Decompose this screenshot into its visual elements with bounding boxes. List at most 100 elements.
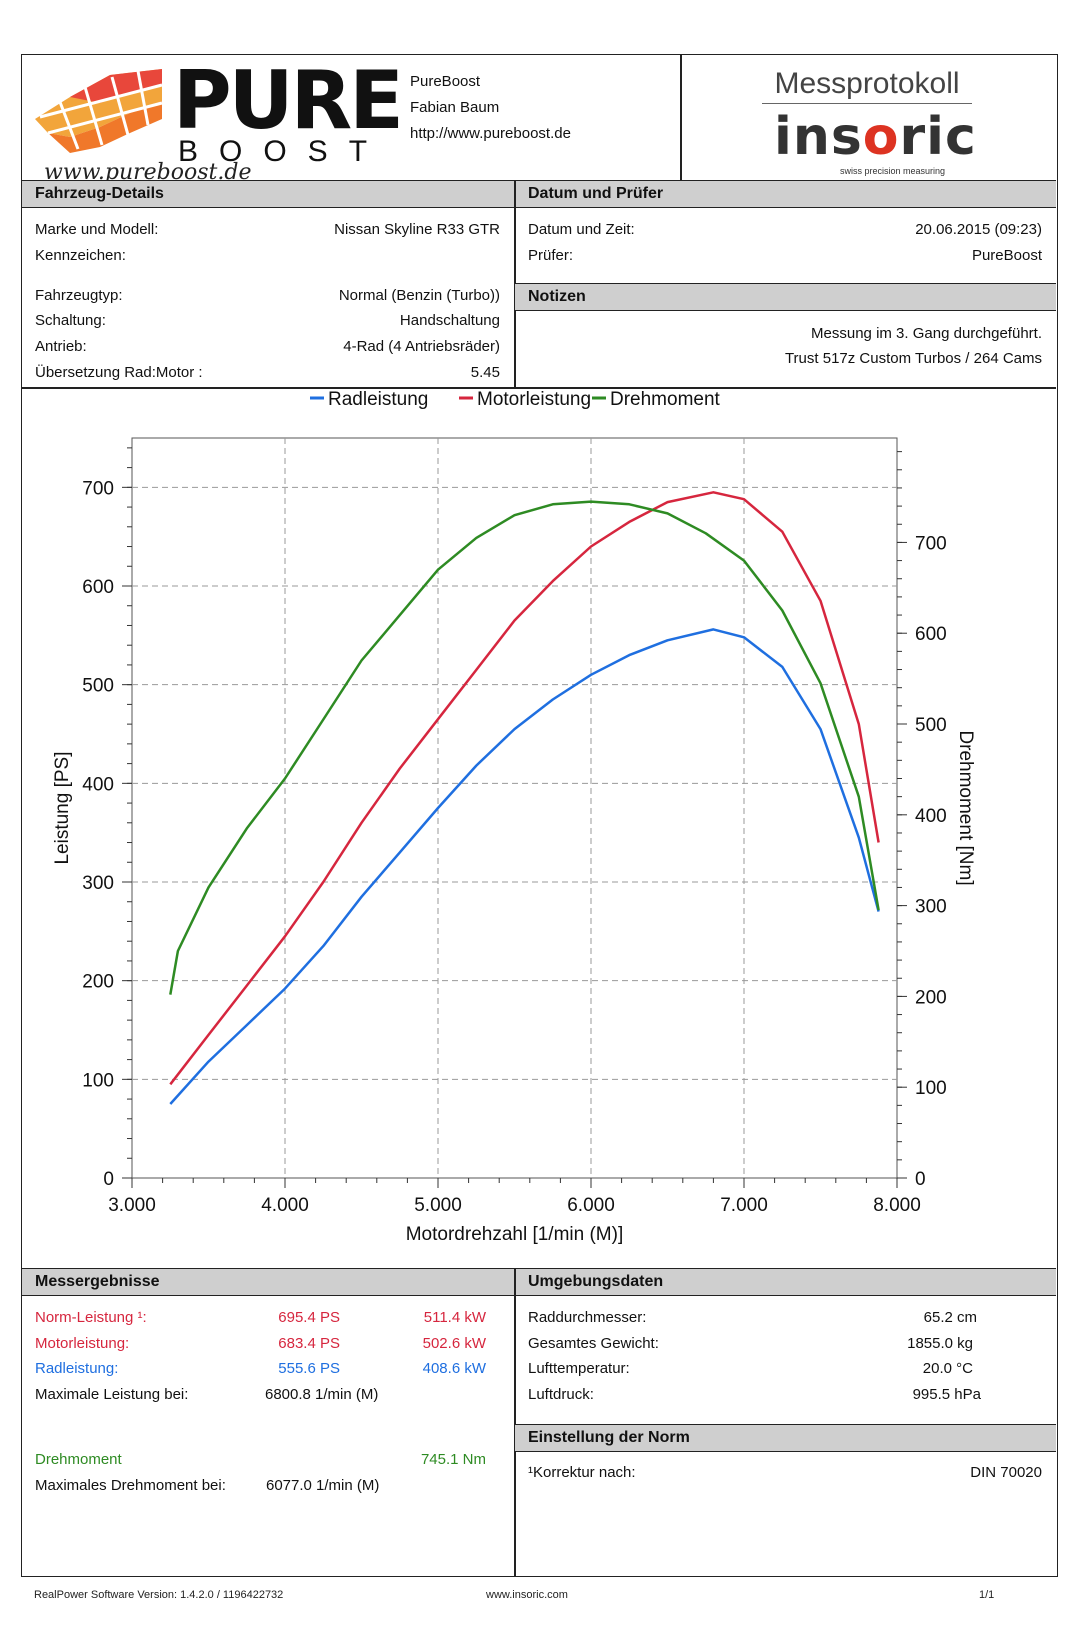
brand-sub: BOOST (178, 135, 389, 168)
y-axis-label: Leistung [PS] (52, 751, 73, 864)
y-tick-label: 600 (82, 577, 114, 598)
max-torque-value: 6077.0 1/min (M) (266, 1477, 380, 1494)
env-label-3: Luftdruck: (528, 1386, 594, 1403)
norm-value: DIN 70020 (970, 1464, 1042, 1481)
torque-value: 745.1 Nm (420, 1451, 486, 1468)
env-label-2: Lufttemperatur: (528, 1360, 630, 1377)
insoric-tagline: swiss precision measuring (840, 166, 946, 176)
torque-label: Drehmoment (35, 1451, 122, 1468)
company-person: Fabian Baum (410, 99, 500, 116)
x-tick-label: 5.000 (414, 1195, 462, 1216)
result-ps-0: 695.4 PS (278, 1309, 340, 1326)
x-tick-label: 7.000 (720, 1195, 768, 1216)
y-tick-label: 100 (82, 1070, 114, 1091)
protocol-title: Messprotokoll (762, 67, 972, 104)
y2-tick-label: 300 (915, 897, 947, 918)
vehicle-label-0: Marke und Modell: (35, 221, 159, 238)
result-kw-2: 408.6 kW (422, 1360, 486, 1377)
x-axis-label: Motordrehzahl [1/min (M)] (406, 1224, 624, 1245)
series-line-radleistung (169, 628, 880, 1105)
date-label-0: Datum und Zeit: (528, 221, 635, 238)
result-label-1: Motorleistung: (35, 1335, 130, 1352)
x-tick-label: 4.000 (261, 1195, 309, 1216)
y-tick-label: 500 (82, 676, 114, 697)
vehicle-value-5: 5.45 (470, 364, 500, 381)
notes-line-0: Messung im 3. Gang durchgeführt. (811, 325, 1042, 342)
footer-version: RealPower Software Version: 1.4.2.0 / 11… (34, 1589, 284, 1601)
vehicle-details-header: Fahrzeug-Details (22, 180, 515, 208)
x-tick-label: 8.000 (873, 1195, 921, 1216)
x-tick-label: 3.000 (108, 1195, 156, 1216)
vehicle-label-1: Kennzeichen: (35, 247, 126, 264)
notes-line-1: Trust 517z Custom Turbos / 264 Cams (784, 350, 1042, 367)
insoric-logo: insoric (774, 107, 977, 167)
y-tick-label: 0 (103, 1169, 114, 1190)
y-tick-label: 300 (82, 873, 114, 894)
footer-page: 1/1 (979, 1589, 995, 1601)
company-info: PureBoost Fabian Baum http://www.pureboo… (410, 69, 571, 147)
norm-label: ¹Korrektur nach: (528, 1464, 636, 1481)
y-tick-label: 700 (82, 478, 114, 499)
pureboost-logo: PURE BOOST www.pureboost.de (30, 54, 404, 185)
x-tick-label: 6.000 (567, 1195, 615, 1216)
chart-top-border (22, 387, 1056, 389)
brand-main: PURE (173, 54, 404, 147)
max-power-label: Maximale Leistung bei: (35, 1386, 189, 1403)
notes-header: Notizen (515, 283, 1056, 311)
env-label-1: Gesamtes Gewicht: (528, 1335, 659, 1352)
date-label-1: Prüfer: (528, 247, 574, 264)
norm-header: Einstellung der Norm (515, 1424, 1056, 1452)
top-divider (514, 180, 516, 388)
max-torque-label: Maximales Drehmoment bei: (35, 1477, 226, 1494)
y-tick-label: 400 (82, 774, 114, 795)
pureboost-logo-icon (35, 69, 163, 153)
env-label-0: Raddurchmesser: (528, 1309, 647, 1326)
env-value-3: 995.5 hPa (912, 1386, 981, 1403)
report-frame: PURE BOOST www.pureboost.de PureBoost Fa… (21, 54, 1058, 1577)
y2-tick-label: 500 (915, 715, 947, 736)
result-ps-1: 683.4 PS (278, 1335, 340, 1352)
legend-label: Radleistung (328, 389, 428, 410)
result-kw-1: 502.6 kW (422, 1335, 486, 1352)
result-label-2: Radleistung: (35, 1360, 119, 1377)
date-value-0: 20.06.2015 (09:23) (915, 221, 1042, 238)
env-value-1: 1855.0 kg (907, 1335, 973, 1352)
vehicle-value-3: Handschaltung (399, 312, 500, 329)
vehicle-label-4: Antrieb: (35, 338, 87, 355)
bottom-divider (514, 1268, 516, 1576)
footer-url: www.insoric.com (486, 1589, 568, 1601)
date-header: Datum und Prüfer (515, 180, 1056, 208)
max-power-value: 6800.8 1/min (M) (265, 1386, 379, 1403)
y-tick-label: 200 (82, 972, 114, 993)
result-label-0: Norm-Leistung ¹: (35, 1309, 147, 1326)
header-divider (680, 55, 682, 188)
dyno-chart: 3.000 4.000 5.000 6.000 7.000 8.000 0 100 200 300… (52, 389, 976, 1245)
vehicle-label-5: Übersetzung Rad:Motor : (35, 364, 203, 381)
vehicle-value-0: Nissan Skyline R33 GTR (334, 221, 500, 238)
legend-label: Drehmoment (610, 389, 721, 410)
series-line-drehmoment (169, 500, 880, 995)
company-name: PureBoost (410, 73, 481, 90)
results-header: Messergebnisse (22, 1268, 515, 1296)
vehicle-label-3: Schaltung: (35, 312, 106, 329)
vehicle-value-2: Normal (Benzin (Turbo)) (338, 287, 500, 304)
env-value-2: 20.0 °C (922, 1360, 973, 1377)
y2-tick-label: 400 (915, 806, 947, 827)
y2-tick-label: 700 (915, 533, 947, 554)
plot-area (131, 437, 898, 1179)
y2-tick-label: 100 (915, 1078, 947, 1099)
report-header: PURE BOOST www.pureboost.de PureBoost Fa… (22, 55, 1056, 188)
legend-label: Motorleistung (477, 389, 591, 410)
vehicle-label-2: Fahrzeugtyp: (35, 287, 123, 304)
y2-tick-label: 200 (915, 987, 947, 1008)
y2-tick-label: 0 (915, 1169, 926, 1190)
env-value-0: 65.2 cm (923, 1309, 977, 1326)
y2-axis-label: Drehmoment [Nm] (955, 730, 976, 885)
result-kw-0: 511.4 kW (423, 1309, 486, 1326)
series-line-motorleistung (169, 491, 880, 1086)
vehicle-value-4: 4-Rad (4 Antriebsräder) (343, 338, 500, 355)
environment-header: Umgebungsdaten (515, 1268, 1056, 1296)
result-ps-2: 555.6 PS (278, 1360, 340, 1377)
y2-tick-label: 600 (915, 624, 947, 645)
company-url: http://www.pureboost.de (410, 125, 571, 142)
